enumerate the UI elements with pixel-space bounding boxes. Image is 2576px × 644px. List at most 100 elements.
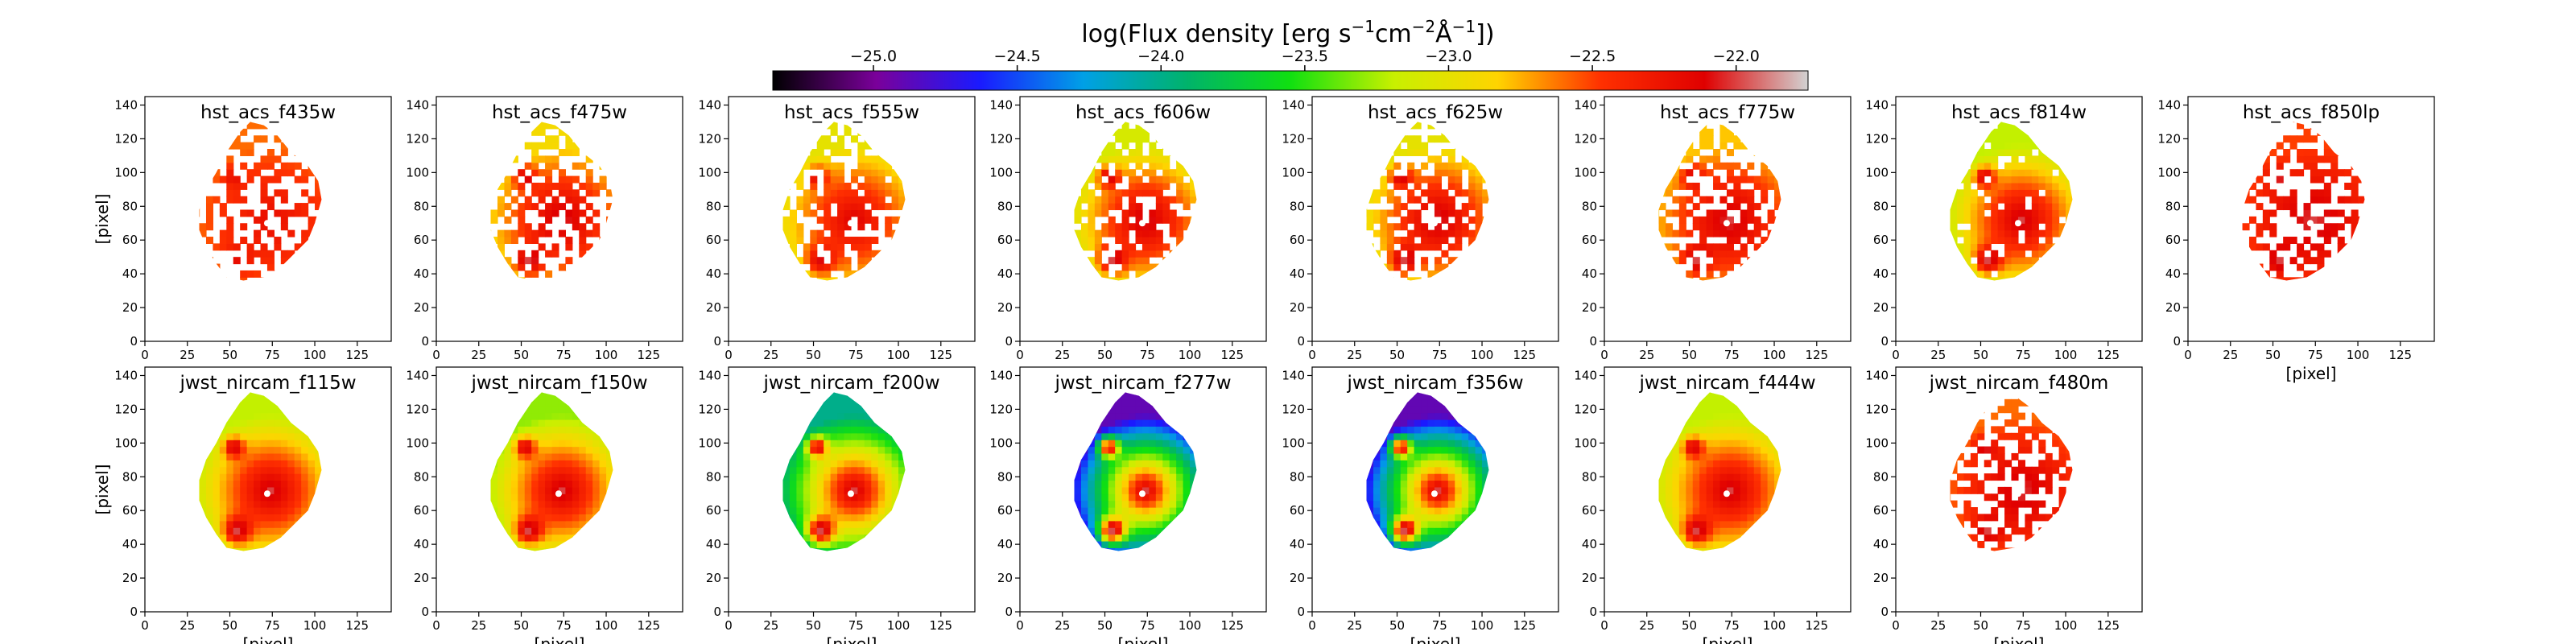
flux-pixel <box>1135 155 1143 163</box>
y-tick-label: 20 <box>1582 300 1597 315</box>
flux-pixel <box>2242 196 2250 204</box>
flux-pixel <box>2323 223 2331 231</box>
flux-pixel <box>830 216 838 224</box>
flux-pixel <box>898 203 906 211</box>
flux-pixel <box>490 209 498 217</box>
flux-pixel <box>510 534 518 542</box>
flux-pixel <box>558 466 566 474</box>
flux-pixel <box>885 466 893 474</box>
flux-pixel <box>531 263 539 271</box>
y-tick-label: 80 <box>1873 199 1889 213</box>
flux-pixel <box>864 520 872 528</box>
flux-pixel <box>1984 155 1992 163</box>
flux-pixel <box>1155 196 1163 204</box>
flux-pixel <box>260 182 268 190</box>
flux-pixel <box>2004 229 2013 237</box>
flux-pixel <box>260 466 268 474</box>
flux-pixel <box>803 507 811 514</box>
flux-pixel <box>1162 169 1170 177</box>
flux-pixel <box>2317 229 2325 237</box>
flux-pixel <box>1740 142 1748 150</box>
flux-pixel <box>240 237 248 244</box>
flux-pixel <box>2283 148 2291 156</box>
flux-pixel <box>558 527 566 535</box>
flux-pixel <box>1414 229 1422 237</box>
panel-frame <box>1019 96 1267 342</box>
flux-pixel <box>572 480 580 488</box>
flux-pixel <box>1121 223 1129 231</box>
flux-pixel <box>2289 135 2297 143</box>
flux-pixel <box>816 263 824 271</box>
flux-pixel <box>830 237 838 244</box>
flux-pixel <box>1386 175 1394 184</box>
flux-pixel <box>1414 243 1422 251</box>
flux-pixel <box>538 155 546 163</box>
flux-pixel <box>2323 182 2331 190</box>
flux-pixel <box>2303 209 2311 217</box>
y-tick-label: 40 <box>1873 266 1889 281</box>
flux-pixel <box>2038 169 2046 177</box>
flux-pixel <box>1455 216 1463 224</box>
flux-pixel <box>2045 216 2053 224</box>
flux-pixel <box>579 432 587 440</box>
flux-pixel <box>219 507 227 514</box>
flux-pixel <box>226 493 234 502</box>
flux-pixel <box>1155 175 1163 184</box>
flux-pixel <box>1761 189 1769 197</box>
y-tick-label: 120 <box>698 402 721 416</box>
flux-pixel <box>266 263 275 271</box>
flux-pixel <box>233 460 241 468</box>
flux-pixel <box>254 250 262 258</box>
flux-pixel <box>199 229 207 237</box>
flux-pixel <box>810 480 818 488</box>
flux-pixel <box>490 486 498 494</box>
flux-pixel <box>585 473 593 481</box>
flux-pixel <box>266 162 275 170</box>
flux-pixel <box>1155 209 1163 217</box>
flux-pixel <box>518 419 526 427</box>
flux-pixel <box>816 277 824 281</box>
y-tick-label: 80 <box>706 199 721 213</box>
flux-pixel <box>830 507 838 514</box>
flux-pixel <box>2004 175 2013 184</box>
flux-pixel <box>864 460 872 468</box>
flux-pixel <box>877 500 886 508</box>
core-peak <box>2306 220 2314 227</box>
flux-pixel <box>1088 169 1096 177</box>
flux-pixel <box>824 426 832 434</box>
flux-pixel <box>837 406 845 414</box>
flux-pixel <box>1386 169 1394 177</box>
flux-pixel <box>1997 169 2005 177</box>
flux-pixel <box>830 432 838 440</box>
flux-pixel <box>240 527 248 535</box>
flux-pixel <box>864 257 872 265</box>
flux-pixel <box>857 500 865 508</box>
flux-pixel <box>1706 135 1714 143</box>
flux-pixel <box>260 419 268 427</box>
flux-pixel <box>1135 216 1143 224</box>
flux-pixel <box>850 440 858 448</box>
flux-pixel <box>1393 257 1402 265</box>
flux-pixel <box>1692 189 1700 197</box>
flux-pixel <box>287 507 295 514</box>
flux-pixel <box>824 162 832 170</box>
flux-pixel <box>789 486 798 494</box>
flux-pixel <box>885 440 893 448</box>
x-tick-label: 25 <box>471 618 486 633</box>
flux-pixel <box>1753 223 1761 231</box>
flux-pixel <box>1747 196 1755 204</box>
flux-pixel <box>782 196 791 204</box>
flux-pixel <box>2323 169 2331 177</box>
flux-pixel <box>1461 223 1469 231</box>
flux-pixel <box>280 209 288 217</box>
flux-pixel <box>1984 237 1992 244</box>
y-tick-label: 100 <box>406 165 429 180</box>
flux-pixel <box>1407 243 1415 251</box>
flux-pixel <box>233 452 241 460</box>
flux-pixel <box>294 446 302 454</box>
y-tick-label: 120 <box>2157 131 2181 146</box>
flux-pixel <box>1956 229 1965 237</box>
flux-pixel <box>1129 155 1137 163</box>
